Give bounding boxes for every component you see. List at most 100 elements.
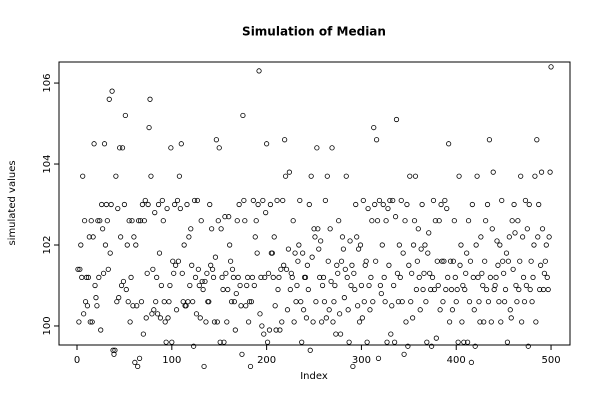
point: [323, 315, 329, 321]
point: [207, 201, 213, 208]
point: [375, 355, 382, 361]
point: [137, 218, 144, 224]
point: [262, 274, 268, 280]
point: [508, 315, 514, 321]
point: [495, 262, 501, 268]
point: [483, 218, 489, 224]
point: [423, 299, 429, 305]
point: [421, 270, 427, 276]
point: [237, 282, 243, 289]
point: [240, 112, 246, 119]
point: [210, 274, 217, 280]
point: [163, 339, 169, 345]
point: [265, 270, 272, 276]
point: [117, 145, 123, 151]
point: [202, 278, 208, 285]
point: [400, 250, 406, 256]
point: [234, 218, 240, 224]
point: [419, 201, 425, 208]
point: [532, 173, 538, 179]
point: [310, 319, 316, 325]
point: [312, 234, 318, 240]
point: [457, 262, 463, 268]
point: [153, 299, 159, 305]
point: [410, 315, 416, 321]
point: [472, 343, 478, 349]
point: [165, 315, 171, 321]
point: [101, 141, 108, 147]
point: [191, 343, 197, 349]
point: [123, 286, 129, 293]
point: [338, 258, 345, 264]
point: [487, 274, 493, 280]
point: [224, 319, 230, 325]
point: [155, 201, 162, 208]
point: [516, 286, 522, 293]
point: [324, 173, 330, 179]
point: [199, 278, 205, 285]
point: [337, 331, 344, 337]
point: [87, 319, 93, 325]
point: [412, 173, 419, 179]
point: [406, 262, 412, 268]
point: [245, 274, 251, 280]
point: [401, 351, 407, 357]
point: [264, 141, 270, 147]
point: [506, 234, 512, 240]
point: [489, 226, 495, 232]
point: [220, 286, 226, 293]
point: [272, 303, 278, 309]
point: [443, 286, 449, 293]
point: [112, 347, 118, 353]
point: [193, 311, 200, 317]
point: [145, 201, 151, 208]
point: [377, 282, 383, 289]
point: [374, 218, 381, 224]
point: [373, 258, 379, 264]
point: [337, 311, 343, 317]
point: [257, 311, 263, 317]
point: [384, 339, 390, 345]
point: [296, 242, 302, 248]
point: [139, 201, 146, 208]
point: [434, 258, 440, 264]
point: [309, 254, 315, 260]
point: [349, 262, 355, 268]
point: [121, 201, 128, 208]
point: [118, 234, 124, 240]
point: [269, 250, 275, 256]
point: [212, 254, 219, 260]
point: [300, 250, 306, 256]
point: [524, 226, 530, 232]
point: [344, 274, 350, 280]
point: [440, 299, 446, 305]
point: [283, 266, 290, 272]
point: [200, 286, 206, 293]
point: [274, 197, 280, 204]
point: [290, 218, 296, 224]
point: [425, 250, 431, 256]
point: [477, 319, 483, 325]
point: [181, 242, 187, 248]
point: [282, 173, 289, 179]
point: [321, 299, 328, 305]
point: [531, 242, 537, 248]
point: [407, 173, 413, 179]
point: [188, 226, 194, 232]
point: [436, 218, 442, 224]
point: [361, 299, 367, 305]
point: [134, 303, 140, 309]
point: [166, 299, 172, 305]
point: [294, 282, 300, 289]
point: [503, 250, 510, 256]
point: [444, 205, 450, 212]
point: [469, 201, 475, 208]
x-tick-label: 200: [257, 355, 276, 366]
point: [379, 242, 385, 248]
point: [358, 282, 365, 289]
point: [319, 319, 325, 325]
point: [171, 270, 177, 276]
point: [90, 234, 96, 240]
point: [348, 282, 354, 289]
point: [486, 137, 493, 143]
